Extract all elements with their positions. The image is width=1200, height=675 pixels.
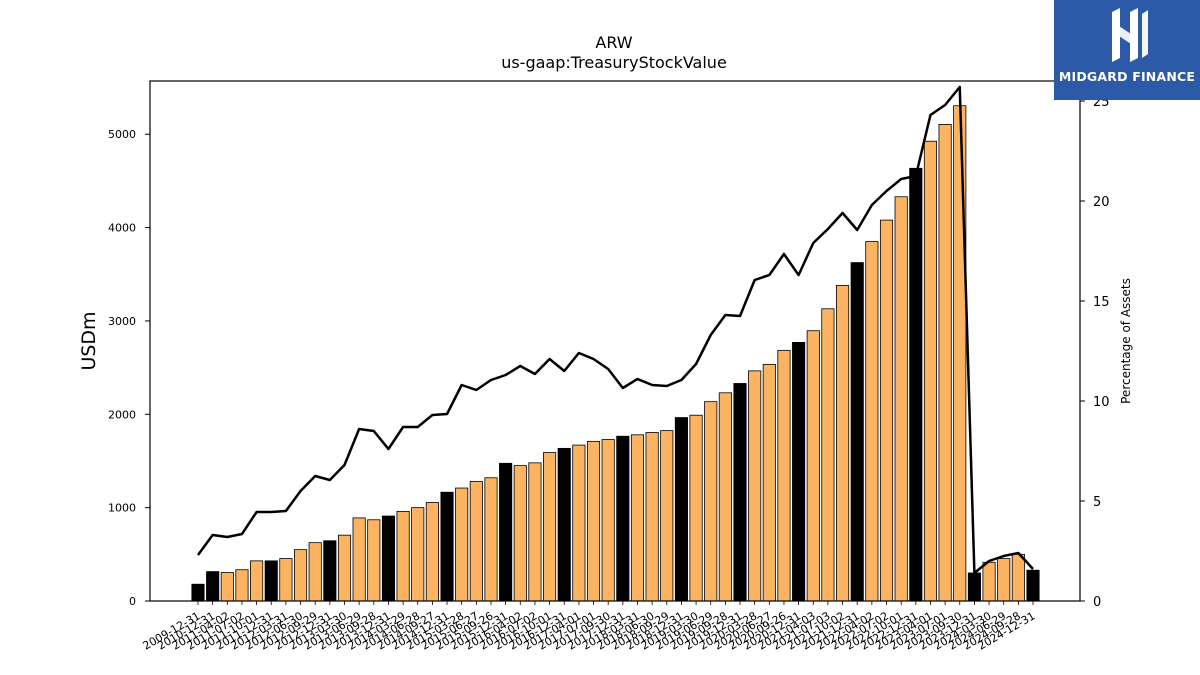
y2-tick-label-10: 10 <box>1093 395 1110 410</box>
chart-subtitle: us-gaap:TreasuryStockValue <box>501 53 727 72</box>
bar-2017-12-31 <box>616 435 630 602</box>
bar-2017-04-01 <box>572 444 586 602</box>
bar-2021-07-03 <box>821 308 835 602</box>
bar-2020-03-28 <box>748 370 762 602</box>
plot-frame <box>149 80 1081 602</box>
bar-2024-09-28 <box>1011 553 1025 602</box>
bar-2016-12-31 <box>557 447 571 602</box>
bar-2014-06-28 <box>411 507 425 602</box>
bar-2018-09-29 <box>660 430 674 602</box>
bar-2009-12-31 <box>191 583 205 602</box>
bar-2019-03-30 <box>689 414 703 602</box>
y-axis: 0 1000 2000 3000 4000 5000 <box>108 128 150 608</box>
bar-2012-06-30 <box>293 549 308 602</box>
bar-2016-04-02 <box>513 465 527 602</box>
bar-2011-07-02 <box>235 569 249 602</box>
bar-2023-07-01 <box>938 124 952 602</box>
x-axis: 2009-12-312010-12-312011-04-022011-07-02… <box>141 601 1038 653</box>
y-tick-label-3000: 3000 <box>108 315 136 328</box>
chart-title: ARW <box>595 33 632 52</box>
bar-2020-12-31 <box>792 341 806 602</box>
bar-group <box>191 105 1040 602</box>
bar-2024-12-31 <box>1026 569 1040 602</box>
bar-2021-04-03 <box>806 330 820 602</box>
percentage-line <box>196 85 1034 575</box>
y-tick-label-0: 0 <box>129 595 136 608</box>
y-tick-label-4000: 4000 <box>108 222 136 235</box>
bar-2011-04-02 <box>220 572 234 602</box>
bar-2013-12-31 <box>381 515 396 602</box>
bar-2014-03-29 <box>396 510 410 602</box>
bar-2013-06-29 <box>352 517 366 602</box>
y2-tick-label-15: 15 <box>1093 295 1110 310</box>
bar-2013-09-28 <box>367 519 381 602</box>
y-tick-label-2000: 2000 <box>108 408 136 421</box>
bar-2010-12-31 <box>206 571 220 602</box>
bar-2012-03-31 <box>279 558 293 602</box>
bar-2015-12-31 <box>499 462 513 602</box>
bar-2022-10-01 <box>894 196 908 602</box>
y-tick-label-5000: 5000 <box>108 128 136 141</box>
bar-2018-12-31 <box>674 417 688 602</box>
bar-2020-09-26 <box>777 349 791 602</box>
bar-2019-06-29 <box>704 401 718 602</box>
midgard-m-icon <box>1112 8 1148 62</box>
bar-2021-12-31 <box>850 262 864 602</box>
brand-logo: MIDGARD FINANCE <box>1054 0 1200 100</box>
bar-2024-03-30 <box>982 561 996 602</box>
bar-2023-12-31 <box>967 572 981 602</box>
y2-tick-label-0: 0 <box>1093 595 1101 610</box>
brand-name: MIDGARD FINANCE <box>1058 69 1196 84</box>
bar-2022-04-02 <box>865 241 879 602</box>
y2-tick-label-20: 20 <box>1093 195 1110 210</box>
bar-2020-06-27 <box>762 363 776 602</box>
bar-2014-12-31 <box>440 491 454 602</box>
bar-2023-09-30 <box>953 105 967 602</box>
bar-2019-12-31 <box>733 383 747 602</box>
bar-2011-12-31 <box>264 560 278 602</box>
bar-2012-12-31 <box>323 540 337 602</box>
y-axis-label: USDm <box>78 311 100 370</box>
bar-2012-09-29 <box>308 542 322 602</box>
bar-2023-04-01 <box>923 140 938 602</box>
bar-2015-03-28 <box>455 487 469 602</box>
bar-2017-07-01 <box>586 440 601 602</box>
bar-2018-03-31 <box>630 434 645 602</box>
bar-2024-06-29 <box>997 558 1011 602</box>
y-tick-label-1000: 1000 <box>108 502 136 515</box>
bar-2015-06-27 <box>469 481 483 602</box>
bar-2013-03-30 <box>337 534 352 602</box>
bar-2019-09-28 <box>718 392 732 602</box>
bar-2014-09-27 <box>425 502 439 602</box>
bar-2011-10-01 <box>250 560 264 602</box>
line-group <box>196 85 1034 575</box>
bar-2021-10-02 <box>836 285 850 602</box>
y2-axis-label: Percentage of Assets <box>1119 278 1133 404</box>
bar-2022-12-31 <box>909 167 923 602</box>
bar-2017-09-30 <box>601 439 615 602</box>
bar-2015-09-26 <box>484 477 498 602</box>
bar-2016-10-01 <box>543 452 557 602</box>
bar-2016-07-02 <box>528 462 542 602</box>
bar-2022-07-02 <box>879 219 894 602</box>
bar-2018-06-30 <box>645 432 659 602</box>
y2-tick-label-5: 5 <box>1093 495 1101 510</box>
